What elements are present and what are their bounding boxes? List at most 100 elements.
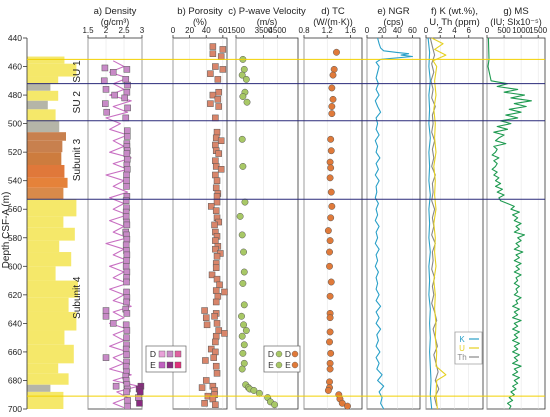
data-point [238,71,246,79]
depth-tick-label: 620 [8,290,22,300]
unit-boundaries [27,58,545,397]
data-point [122,345,130,353]
log-line-K [427,37,433,410]
lithology-bar [27,152,62,165]
data-point [329,95,337,103]
panel-title: e) NGR [377,6,409,17]
panel-title: a) Density [94,6,137,17]
x-tick-label: 500 [497,26,511,35]
x-tick-label: 1.6 [345,26,357,35]
data-point [121,94,128,102]
data-point [212,63,219,70]
data-point [122,213,130,220]
lithology-bar [27,56,65,64]
depth-tick-label: 580 [8,233,22,243]
legend-label: E [150,360,156,370]
panel-unit: (%) [193,17,207,27]
data-point [238,312,245,320]
data-point [207,70,214,77]
lithology-bar [27,199,77,217]
data-point [328,84,336,92]
lithology-bar [27,132,66,141]
x-tick-label: 0 [171,26,176,35]
panel-unit: (cps) [384,17,404,27]
data-point [212,207,220,214]
data-point [239,162,247,170]
data-point [102,86,110,93]
x-tick-label: 1.5 [82,26,94,35]
legend-marker [158,361,166,369]
data-point [209,91,217,99]
data-point [202,314,210,321]
data-point [212,114,219,122]
data-point [123,334,130,341]
data-point [212,362,220,370]
data-point [217,137,225,144]
data-point [324,387,332,394]
data-point [212,338,219,346]
data-point [123,388,130,396]
data-point [123,298,130,306]
data-point [238,365,246,373]
unit-label: SU 2 [72,91,83,114]
data-point [212,171,219,179]
data-point [123,251,131,259]
legend-marker [174,350,182,358]
data-point [326,314,334,322]
data-point [201,307,208,314]
data-point [344,402,351,410]
data-point [212,332,220,340]
log-line [105,60,139,409]
data-point [212,264,220,271]
data-point [333,48,340,56]
lithology-bar [27,373,69,385]
lithology-bar [27,280,78,298]
panel-title: f) K (wt.%), [431,6,478,17]
x-tick-label: 3 [140,26,145,35]
x-tick-label: 0 [365,26,370,35]
depth-tick-label: 460 [8,62,22,72]
lithology-bar [27,384,51,392]
data-point [207,203,215,210]
data-point [136,400,143,407]
panel-unit: (W/(m·K)) [313,17,352,27]
lithology-bar [27,100,48,110]
legend-label: Th [457,353,466,362]
data-point [327,164,335,172]
data-point [123,221,131,229]
x-tick-label: 40 [393,26,402,35]
legend-label: D [285,349,291,359]
data-point [208,271,216,279]
panel-title: c) P-wave Velocity [228,6,306,17]
lithology-bar [27,90,59,101]
lithology-bar [27,252,72,267]
data-point [213,177,221,184]
data-point [202,357,209,364]
x-tick-label: 20 [185,26,194,35]
legend-marker [158,350,166,358]
data-point [327,278,335,286]
data-point [203,321,211,329]
depth-tick-label: 660 [8,347,22,357]
data-point [217,166,225,173]
lithology-column [27,56,78,409]
data-point [215,150,222,157]
panel-unit: (g/cm³) [101,17,130,27]
data-point [109,320,117,327]
legend-marker [166,361,174,369]
data-point [221,330,228,337]
x-tick-label: 0 [424,26,429,35]
data-point [326,174,334,182]
x-tick-label: 60 [408,26,417,35]
x-tick-label: 2.5 [118,26,130,35]
depth-axis: Depth CSF-A (m) 440 460 480 500 520 540 560 580… [1,33,28,414]
data-point [209,395,217,403]
legend-marker [291,361,299,369]
lithology-bar [27,216,64,228]
data-point [123,127,131,134]
data-point [123,278,130,286]
data-point [242,75,250,83]
panel-density: 1.5 2 2.5 3a) Density(g/cm³) [82,6,145,410]
unit-labels: SU 1 SU 2 Subunit 3 Subunit 4 [72,60,83,319]
